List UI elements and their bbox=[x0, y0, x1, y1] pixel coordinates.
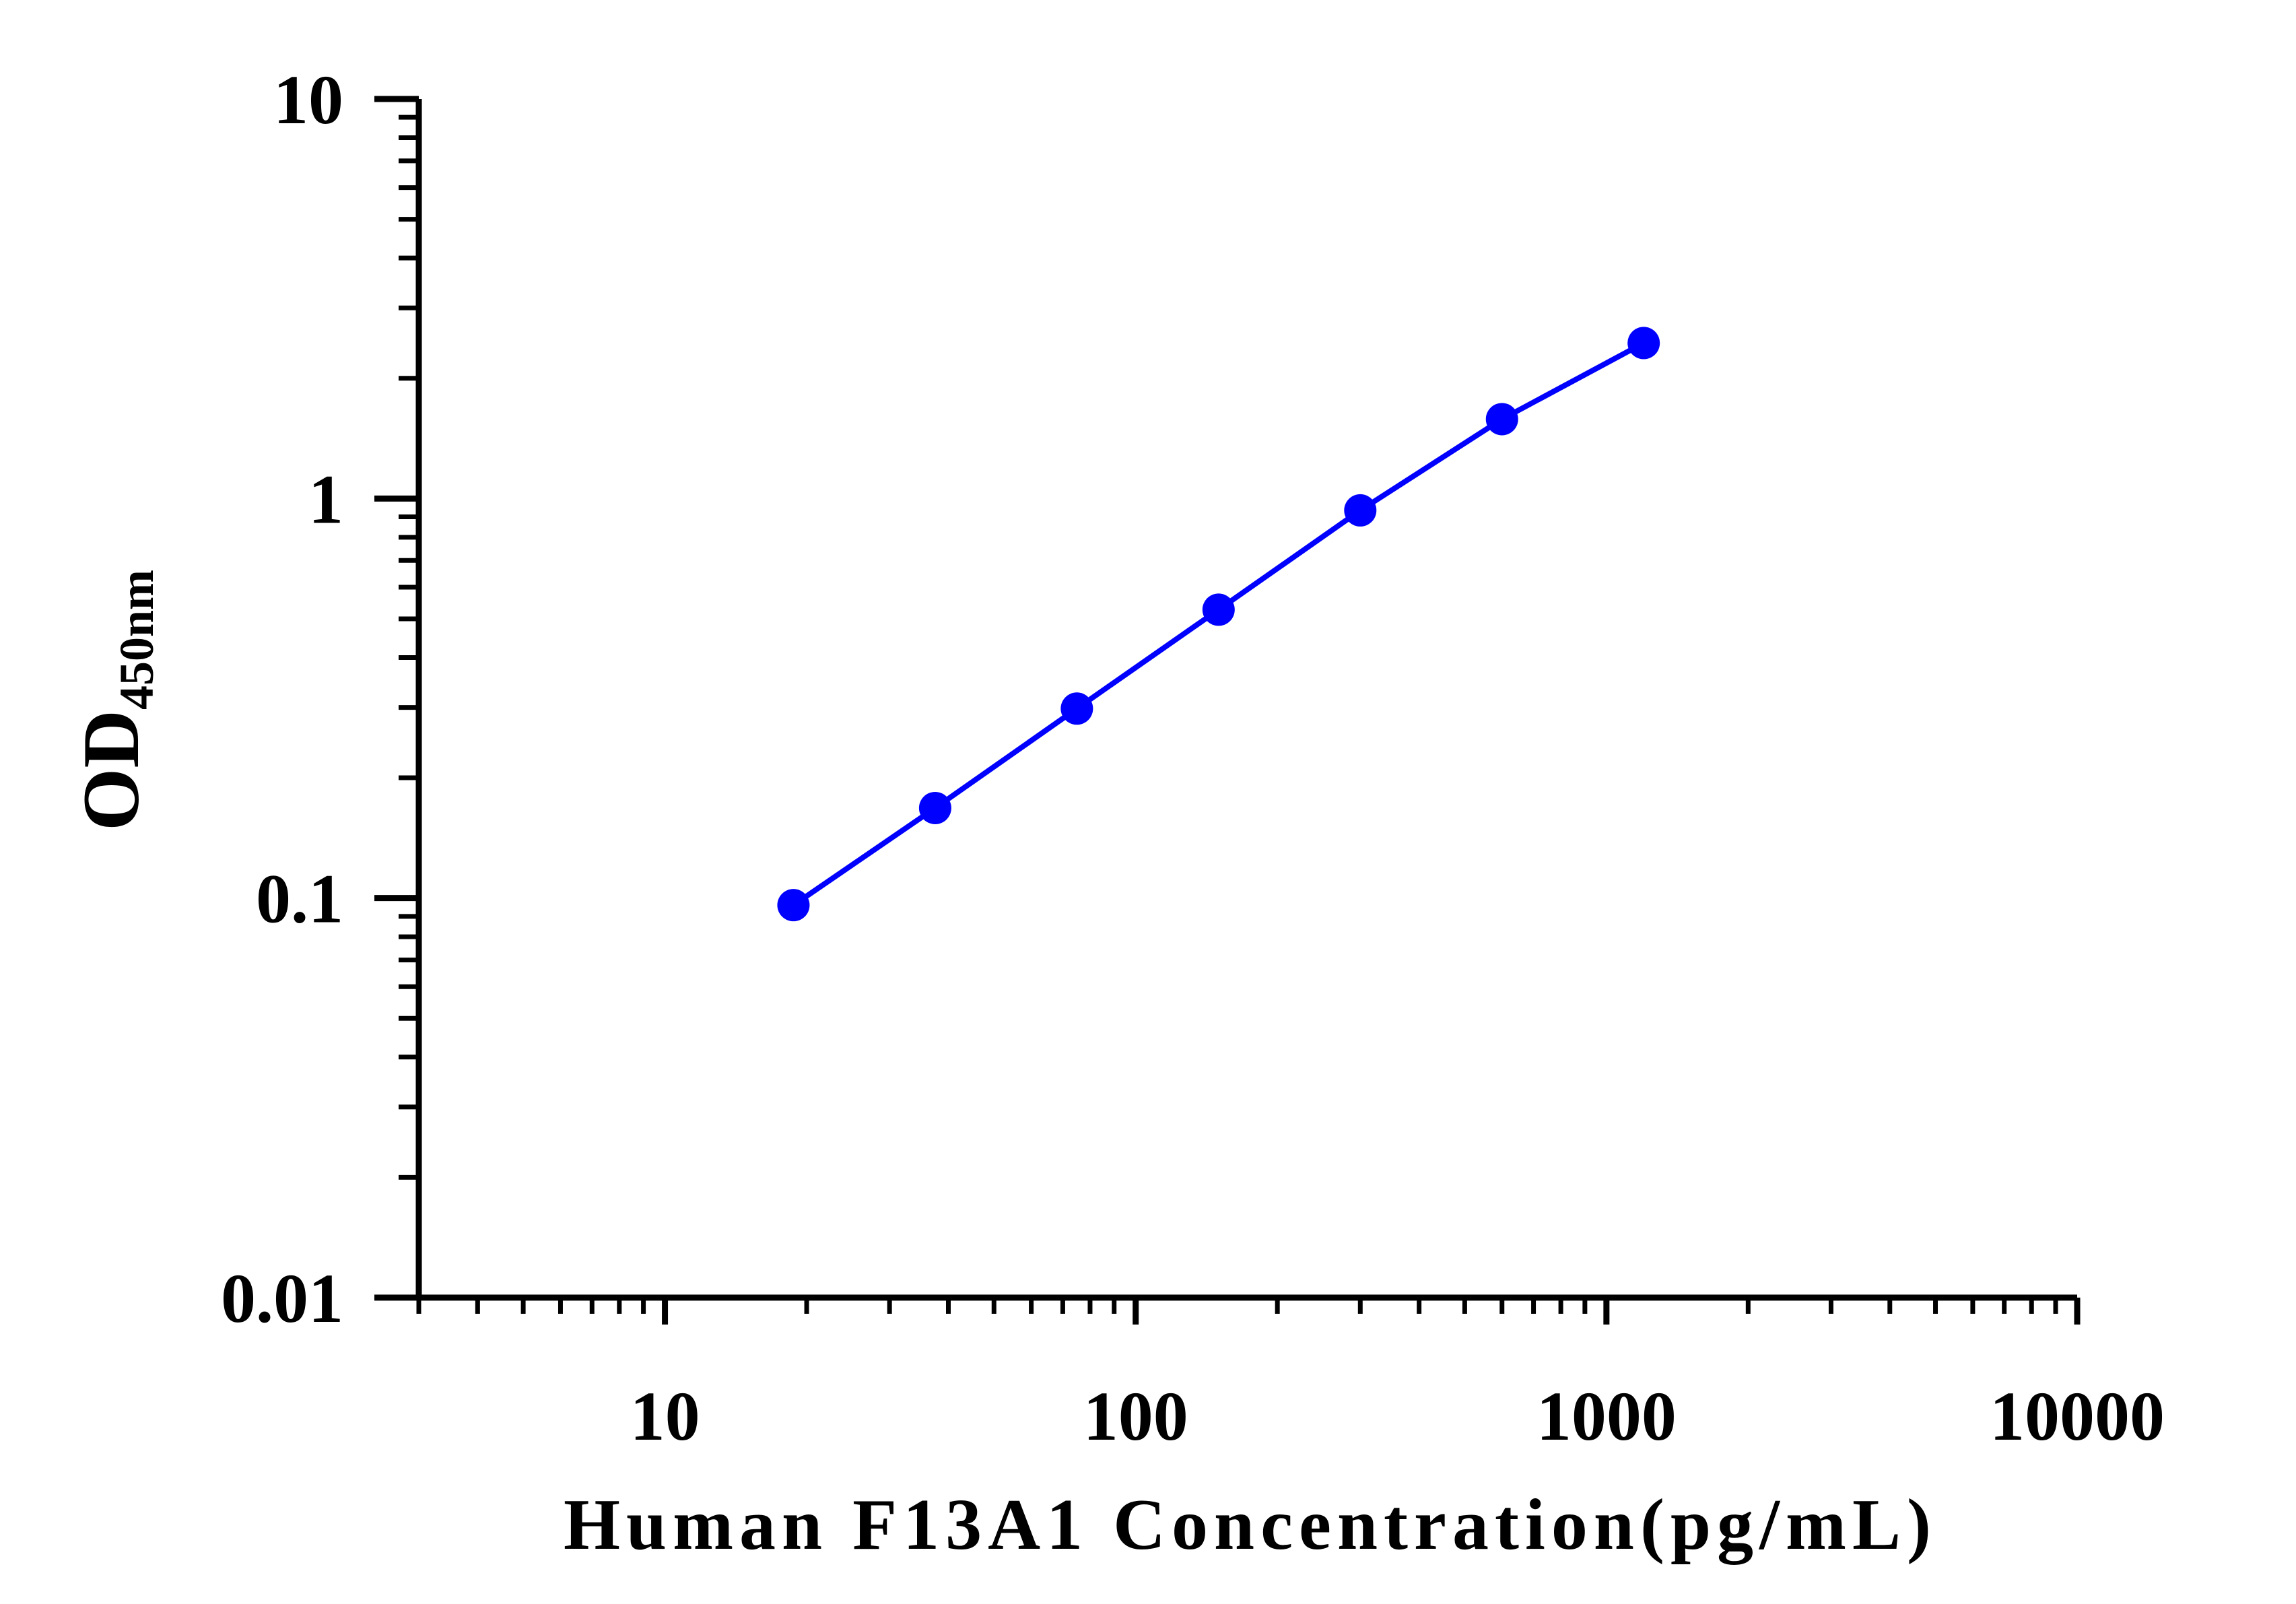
y-tick-label: 0.01 bbox=[221, 1260, 343, 1337]
x-tick-label: 1000 bbox=[1537, 1378, 1677, 1455]
data-point bbox=[918, 791, 951, 824]
data-point bbox=[1344, 494, 1377, 527]
data-point bbox=[1627, 327, 1660, 360]
x-tick-label: 10 bbox=[630, 1378, 700, 1455]
data-point bbox=[1060, 692, 1093, 725]
data-point bbox=[1202, 593, 1235, 626]
y-axis-label-subscript: 450nm bbox=[110, 570, 164, 710]
y-tick-label: 1 bbox=[308, 461, 343, 538]
y-axis-label-main: OD bbox=[66, 710, 156, 831]
y-tick-label: 0.1 bbox=[256, 861, 343, 938]
data-point bbox=[1485, 403, 1518, 436]
data-point bbox=[777, 889, 810, 922]
y-axis-label: OD450nm bbox=[66, 570, 164, 831]
x-tick-label: 100 bbox=[1083, 1378, 1188, 1455]
x-tick-label: 10000 bbox=[1990, 1378, 2165, 1455]
x-axis-label: Human F13A1 Concentration(pg/mL) bbox=[564, 1485, 1937, 1565]
y-tick-label: 10 bbox=[273, 61, 343, 139]
